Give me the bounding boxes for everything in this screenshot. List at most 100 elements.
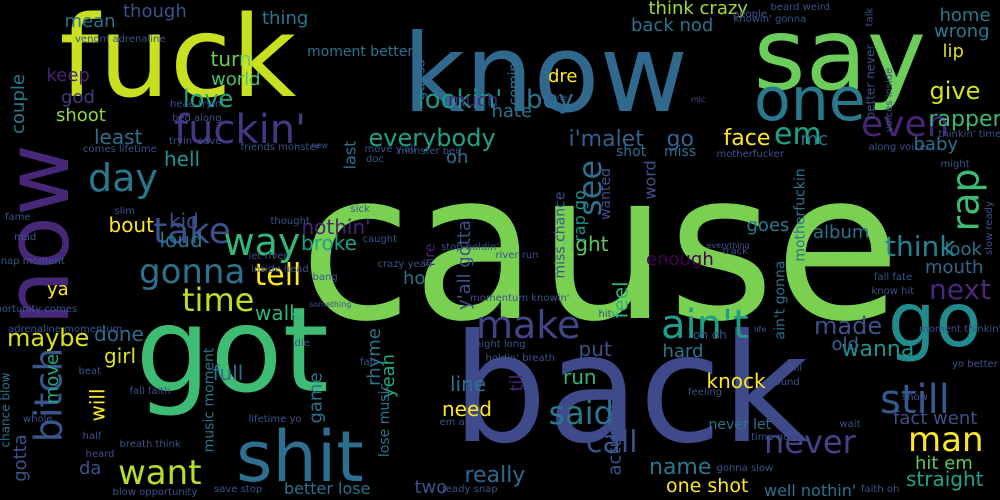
word-done: done: [94, 322, 144, 346]
word-mic: mic: [691, 95, 706, 104]
word-keep: keep: [46, 65, 90, 86]
word-fact-went: fact went: [893, 408, 978, 429]
word-mad: mad: [14, 232, 37, 243]
word-adrenaline-momentum: adrenaline momentum: [8, 324, 123, 335]
word-loud: loud: [159, 228, 203, 252]
word-goes: goes: [746, 215, 790, 236]
word-take: take: [153, 211, 231, 252]
word-better-never: better never: [862, 44, 877, 120]
word-kid: kid: [169, 209, 199, 233]
word-ain-t: ain't: [661, 302, 749, 348]
word-mean: mean: [64, 11, 116, 32]
word-say: say: [753, 0, 927, 113]
word-back: back: [452, 303, 809, 477]
word-though: though: [123, 1, 187, 22]
word-time: time: [182, 281, 255, 319]
word-inside-head: inside head: [251, 264, 309, 275]
word-bout: bout: [108, 213, 154, 237]
word-least: least: [94, 125, 143, 149]
word-go: go: [666, 127, 694, 152]
word-pill: pill: [787, 363, 803, 374]
word-enough: enough: [646, 249, 714, 270]
word-feeling: feeling: [688, 387, 723, 398]
word-mc: mc: [800, 129, 828, 150]
word-ain-t-gonna: ain't gonna: [771, 260, 788, 340]
word-got: got: [135, 281, 329, 419]
word-ya: ya: [47, 279, 69, 300]
word-moment-better: moment better: [307, 44, 414, 60]
word-will: will: [85, 388, 110, 422]
word-think: think: [885, 230, 956, 263]
word-well-nothin: well nothin': [764, 481, 857, 500]
word-lose-music: lose music: [377, 382, 394, 458]
word-chance-blow: chance blow: [0, 372, 13, 448]
word-slim: slim: [114, 206, 136, 217]
word-time-go: time go: [751, 432, 790, 443]
word-said: said: [548, 394, 614, 432]
word-whole: whole: [23, 414, 53, 425]
word-still: still: [880, 377, 950, 423]
word-around: around: [764, 377, 800, 388]
word-thing: thing: [262, 8, 309, 29]
word-move-y-all: move y'all: [364, 144, 416, 155]
word-da: da: [79, 458, 102, 479]
word-game: game: [305, 372, 327, 424]
word-shoot: shoot: [56, 105, 106, 126]
word-better-lose: better lose: [284, 479, 371, 498]
word-rap: rap: [943, 168, 988, 232]
word-fuck: fuck: [59, 0, 297, 123]
word-snap-moment: snap moment: [0, 256, 65, 267]
word-baby: baby: [913, 134, 959, 155]
word-god: god: [61, 87, 95, 108]
word-hate: hate: [491, 101, 533, 122]
word-call: call: [586, 425, 638, 460]
word-track: track: [722, 246, 748, 257]
word-new: new: [311, 141, 329, 150]
word-river-run: river run: [495, 250, 539, 261]
word-wanted: wanted: [597, 168, 614, 220]
word-tryin-save: tryin' save: [169, 136, 222, 147]
word-doc: doc: [366, 154, 384, 165]
word-dre: dre: [548, 66, 578, 87]
word-day: day: [88, 156, 158, 200]
word-need: need: [442, 397, 492, 421]
word-em-ain-t: em ain't: [439, 417, 481, 428]
word-comes-lifetime: comes lifetime: [83, 144, 157, 155]
word-album: album: [813, 222, 870, 243]
word-feel: feel: [608, 281, 633, 319]
word-nothin: nothin': [301, 215, 371, 239]
word-crazy-yeah: crazy yeah: [377, 259, 433, 270]
word-oh: oh: [446, 147, 469, 168]
word-ho: ho: [403, 268, 426, 289]
word-gotta: gotta: [9, 434, 31, 482]
word-tell: tell: [254, 258, 302, 293]
word-guess: guess: [411, 59, 428, 101]
word-opportunity-comes: opportunity comes: [0, 304, 78, 315]
word-bed-along: bed along: [172, 113, 222, 124]
word-miss: miss: [664, 144, 697, 160]
word-one-shot: one shot: [666, 474, 749, 497]
word-run: run: [563, 365, 597, 389]
word-friends-monster: friends monster: [240, 142, 320, 153]
word-want: want: [118, 453, 202, 493]
word-gonna: gonna: [139, 252, 246, 292]
word-girl: girl: [104, 344, 137, 368]
word-fall-fate: fall fate: [874, 272, 913, 283]
word-comin: comin': [505, 58, 522, 106]
word-man: man: [908, 420, 984, 460]
word-thought: thought: [270, 216, 310, 227]
word-never-let: never let: [708, 417, 772, 433]
word-make: make: [476, 303, 581, 347]
word-now: now: [0, 144, 89, 326]
word-wait: wait: [839, 419, 861, 430]
word-slow-ready: slow ready: [983, 201, 995, 255]
word-actually: actually: [604, 404, 626, 476]
word-walk: walk: [255, 301, 301, 325]
word-holdin-breath: holdin' breath: [485, 353, 555, 364]
word-hit: hit: [598, 309, 612, 320]
word-bang: bang: [312, 272, 338, 283]
word-night-long: night long: [475, 339, 526, 350]
word-miss-chance: miss chance: [551, 191, 568, 279]
word-lookin: lookin': [417, 85, 503, 115]
word-think-crazy: think crazy: [648, 0, 748, 19]
